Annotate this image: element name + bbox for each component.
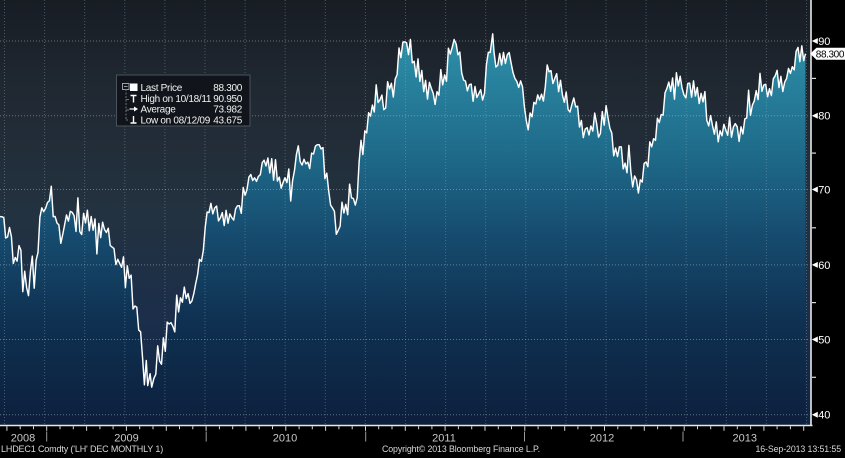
svg-text:80: 80 (818, 111, 830, 123)
svg-text:Copyright© 2013 Bloomberg Fina: Copyright© 2013 Bloomberg Finance L.P. (382, 444, 540, 454)
svg-text:2011: 2011 (432, 433, 456, 445)
svg-text:88.300: 88.300 (816, 50, 845, 61)
svg-text:2012: 2012 (590, 433, 614, 445)
svg-text:Average: Average (141, 105, 177, 116)
svg-text:2008: 2008 (11, 433, 35, 445)
svg-text:2009: 2009 (114, 433, 138, 445)
svg-text:Last Price: Last Price (141, 83, 183, 94)
svg-text:50: 50 (818, 335, 830, 347)
svg-text:88.300: 88.300 (213, 83, 243, 94)
svg-text:40: 40 (818, 410, 830, 422)
svg-text:60: 60 (818, 260, 830, 272)
svg-text:High on 10/18/11: High on 10/18/11 (141, 94, 212, 105)
svg-text:2010: 2010 (273, 433, 297, 445)
svg-text:LHDEC1 Comdty ('LH' DEC MONTHL: LHDEC1 Comdty ('LH' DEC MONTHLY 1) (1, 444, 163, 454)
svg-text:16-Sep-2013 13:51:55: 16-Sep-2013 13:51:55 (755, 444, 841, 454)
svg-text:70: 70 (818, 185, 830, 197)
svg-text:2013: 2013 (733, 433, 757, 445)
svg-text:90.950: 90.950 (213, 94, 243, 105)
svg-text:43.675: 43.675 (213, 116, 243, 127)
svg-text:Low on 08/12/09: Low on 08/12/09 (141, 116, 211, 127)
svg-text:90: 90 (818, 36, 830, 48)
svg-text:73.982: 73.982 (213, 105, 243, 116)
